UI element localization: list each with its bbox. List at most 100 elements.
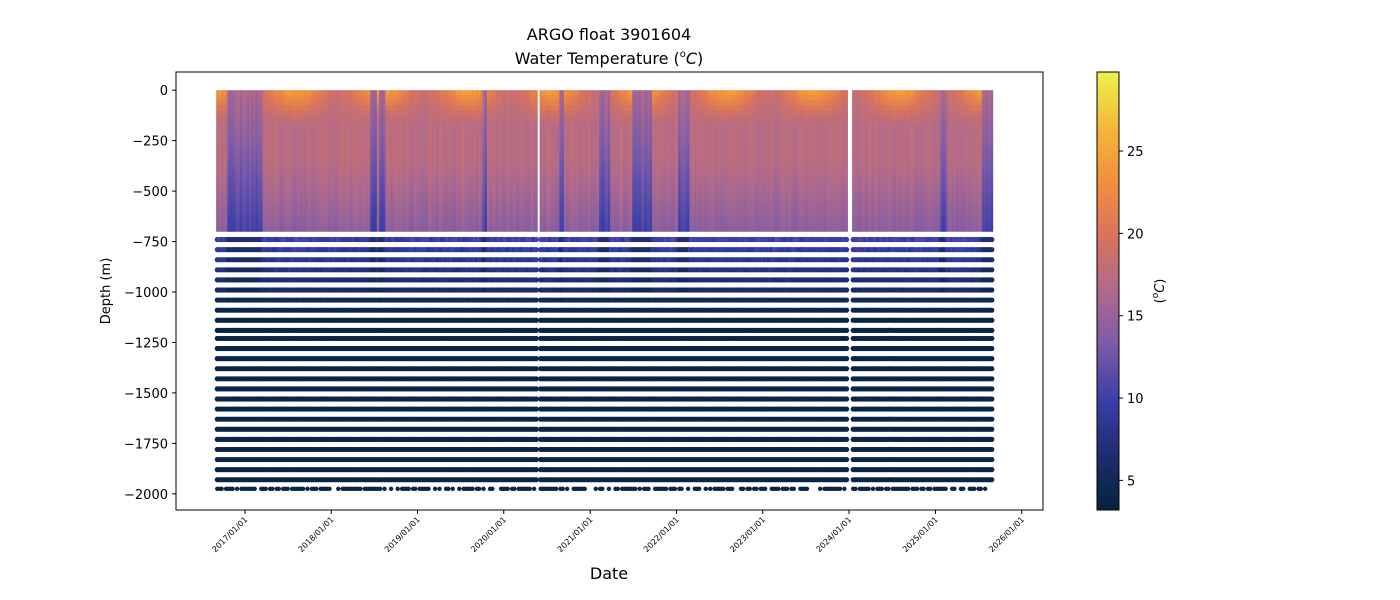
- profile-cell: [484, 226, 488, 232]
- profile-cell: [334, 125, 338, 131]
- profile-cell: [489, 145, 492, 152]
- profile-cell: [425, 165, 428, 172]
- profile-cell: [376, 110, 380, 116]
- profile-cell: [561, 201, 565, 207]
- profile-cell: [251, 226, 254, 232]
- profile-cell: [431, 95, 435, 101]
- profile-cell: [249, 95, 252, 101]
- profile-cell: [249, 150, 252, 157]
- profile-cell: [255, 160, 259, 167]
- profile-cell: [436, 180, 439, 187]
- profile-cell: [478, 110, 481, 116]
- profile-cell: [407, 216, 411, 222]
- profile-cell: [484, 180, 488, 187]
- profile-cell: [581, 186, 584, 192]
- profile-cell: [275, 125, 279, 131]
- profile-cell: [255, 196, 259, 202]
- profile-cell: [478, 120, 481, 126]
- profile-cell: [572, 165, 576, 172]
- profile-cell: [568, 201, 571, 207]
- profile-cell: [605, 165, 609, 172]
- profile-cell: [480, 206, 483, 212]
- profile-cell: [603, 206, 606, 212]
- profile-cell: [365, 211, 369, 217]
- profile-cell: [544, 170, 547, 177]
- profile-cell: [513, 90, 516, 96]
- profile-cell: [522, 211, 525, 217]
- profile-cell: [506, 120, 510, 126]
- profile-cell: [218, 95, 221, 101]
- profile-cell: [581, 125, 584, 131]
- profile-cell: [519, 221, 523, 227]
- profile-cell: [592, 196, 595, 202]
- profile-cell: [363, 95, 367, 101]
- profile-cell: [574, 211, 578, 217]
- profile-cell: [242, 140, 246, 146]
- profile-cell: [596, 95, 600, 101]
- profile-cell: [337, 150, 340, 157]
- profile-cell: [332, 175, 336, 182]
- profile-cell: [473, 130, 477, 136]
- profile-cell: [260, 110, 263, 116]
- profile-cell: [323, 170, 327, 177]
- profile-cell: [451, 95, 455, 101]
- profile-cell: [359, 135, 362, 141]
- profile-cell: [555, 180, 558, 187]
- profile-cell: [607, 120, 611, 126]
- profile-cell: [260, 135, 263, 141]
- profile-cell: [572, 105, 576, 111]
- profile-cell: [290, 196, 294, 202]
- profile-cell: [471, 105, 474, 111]
- profile-cell: [420, 130, 424, 136]
- profile-cell: [434, 155, 437, 162]
- profile-cell: [235, 125, 239, 131]
- profile-cell: [552, 165, 556, 172]
- profile-cell: [588, 216, 591, 222]
- profile-cell: [350, 95, 353, 101]
- profile-cell: [495, 120, 499, 126]
- profile-cell: [396, 221, 400, 227]
- profile-cell: [315, 100, 318, 106]
- profile-cell: [495, 206, 499, 212]
- profile-cell: [500, 135, 503, 141]
- profile-cell: [249, 155, 252, 162]
- profile-cell: [504, 90, 507, 96]
- profile-cell: [348, 180, 351, 187]
- profile-cell: [425, 115, 428, 121]
- profile-cell: [453, 90, 457, 96]
- profile-cell: [473, 135, 477, 141]
- profile-cell: [550, 145, 554, 152]
- profile-cell: [277, 100, 281, 106]
- profile-cell: [312, 216, 316, 222]
- profile-cell: [471, 226, 474, 232]
- profile-cell: [605, 155, 609, 162]
- profile-cell: [610, 100, 613, 106]
- profile-cell: [308, 221, 312, 227]
- profile-cell: [478, 150, 481, 157]
- profile-cell: [378, 186, 382, 192]
- profile-cell: [568, 180, 571, 187]
- profile-cell: [464, 150, 468, 157]
- profile-cell: [233, 226, 237, 232]
- profile-cell: [548, 165, 551, 172]
- profile-cell: [533, 160, 536, 167]
- profile-cell: [603, 135, 606, 141]
- profile-cell: [539, 170, 543, 177]
- profile-cell: [409, 135, 413, 141]
- profile-cell: [396, 165, 400, 172]
- profile-cell: [579, 165, 582, 172]
- profile-cell: [242, 201, 246, 207]
- profile-cell: [297, 125, 301, 131]
- profile-cell: [544, 120, 547, 126]
- profile-cell: [588, 140, 591, 146]
- profile-cell: [429, 100, 433, 106]
- profile-cell: [533, 196, 536, 202]
- profile-cell: [524, 221, 527, 227]
- profile-cell: [475, 150, 479, 157]
- profile-cell: [475, 160, 479, 167]
- profile-cell: [266, 140, 270, 146]
- profile-cell: [255, 105, 259, 111]
- profile-cell: [425, 130, 428, 136]
- profile-cell: [557, 191, 560, 197]
- profile-cell: [601, 160, 604, 167]
